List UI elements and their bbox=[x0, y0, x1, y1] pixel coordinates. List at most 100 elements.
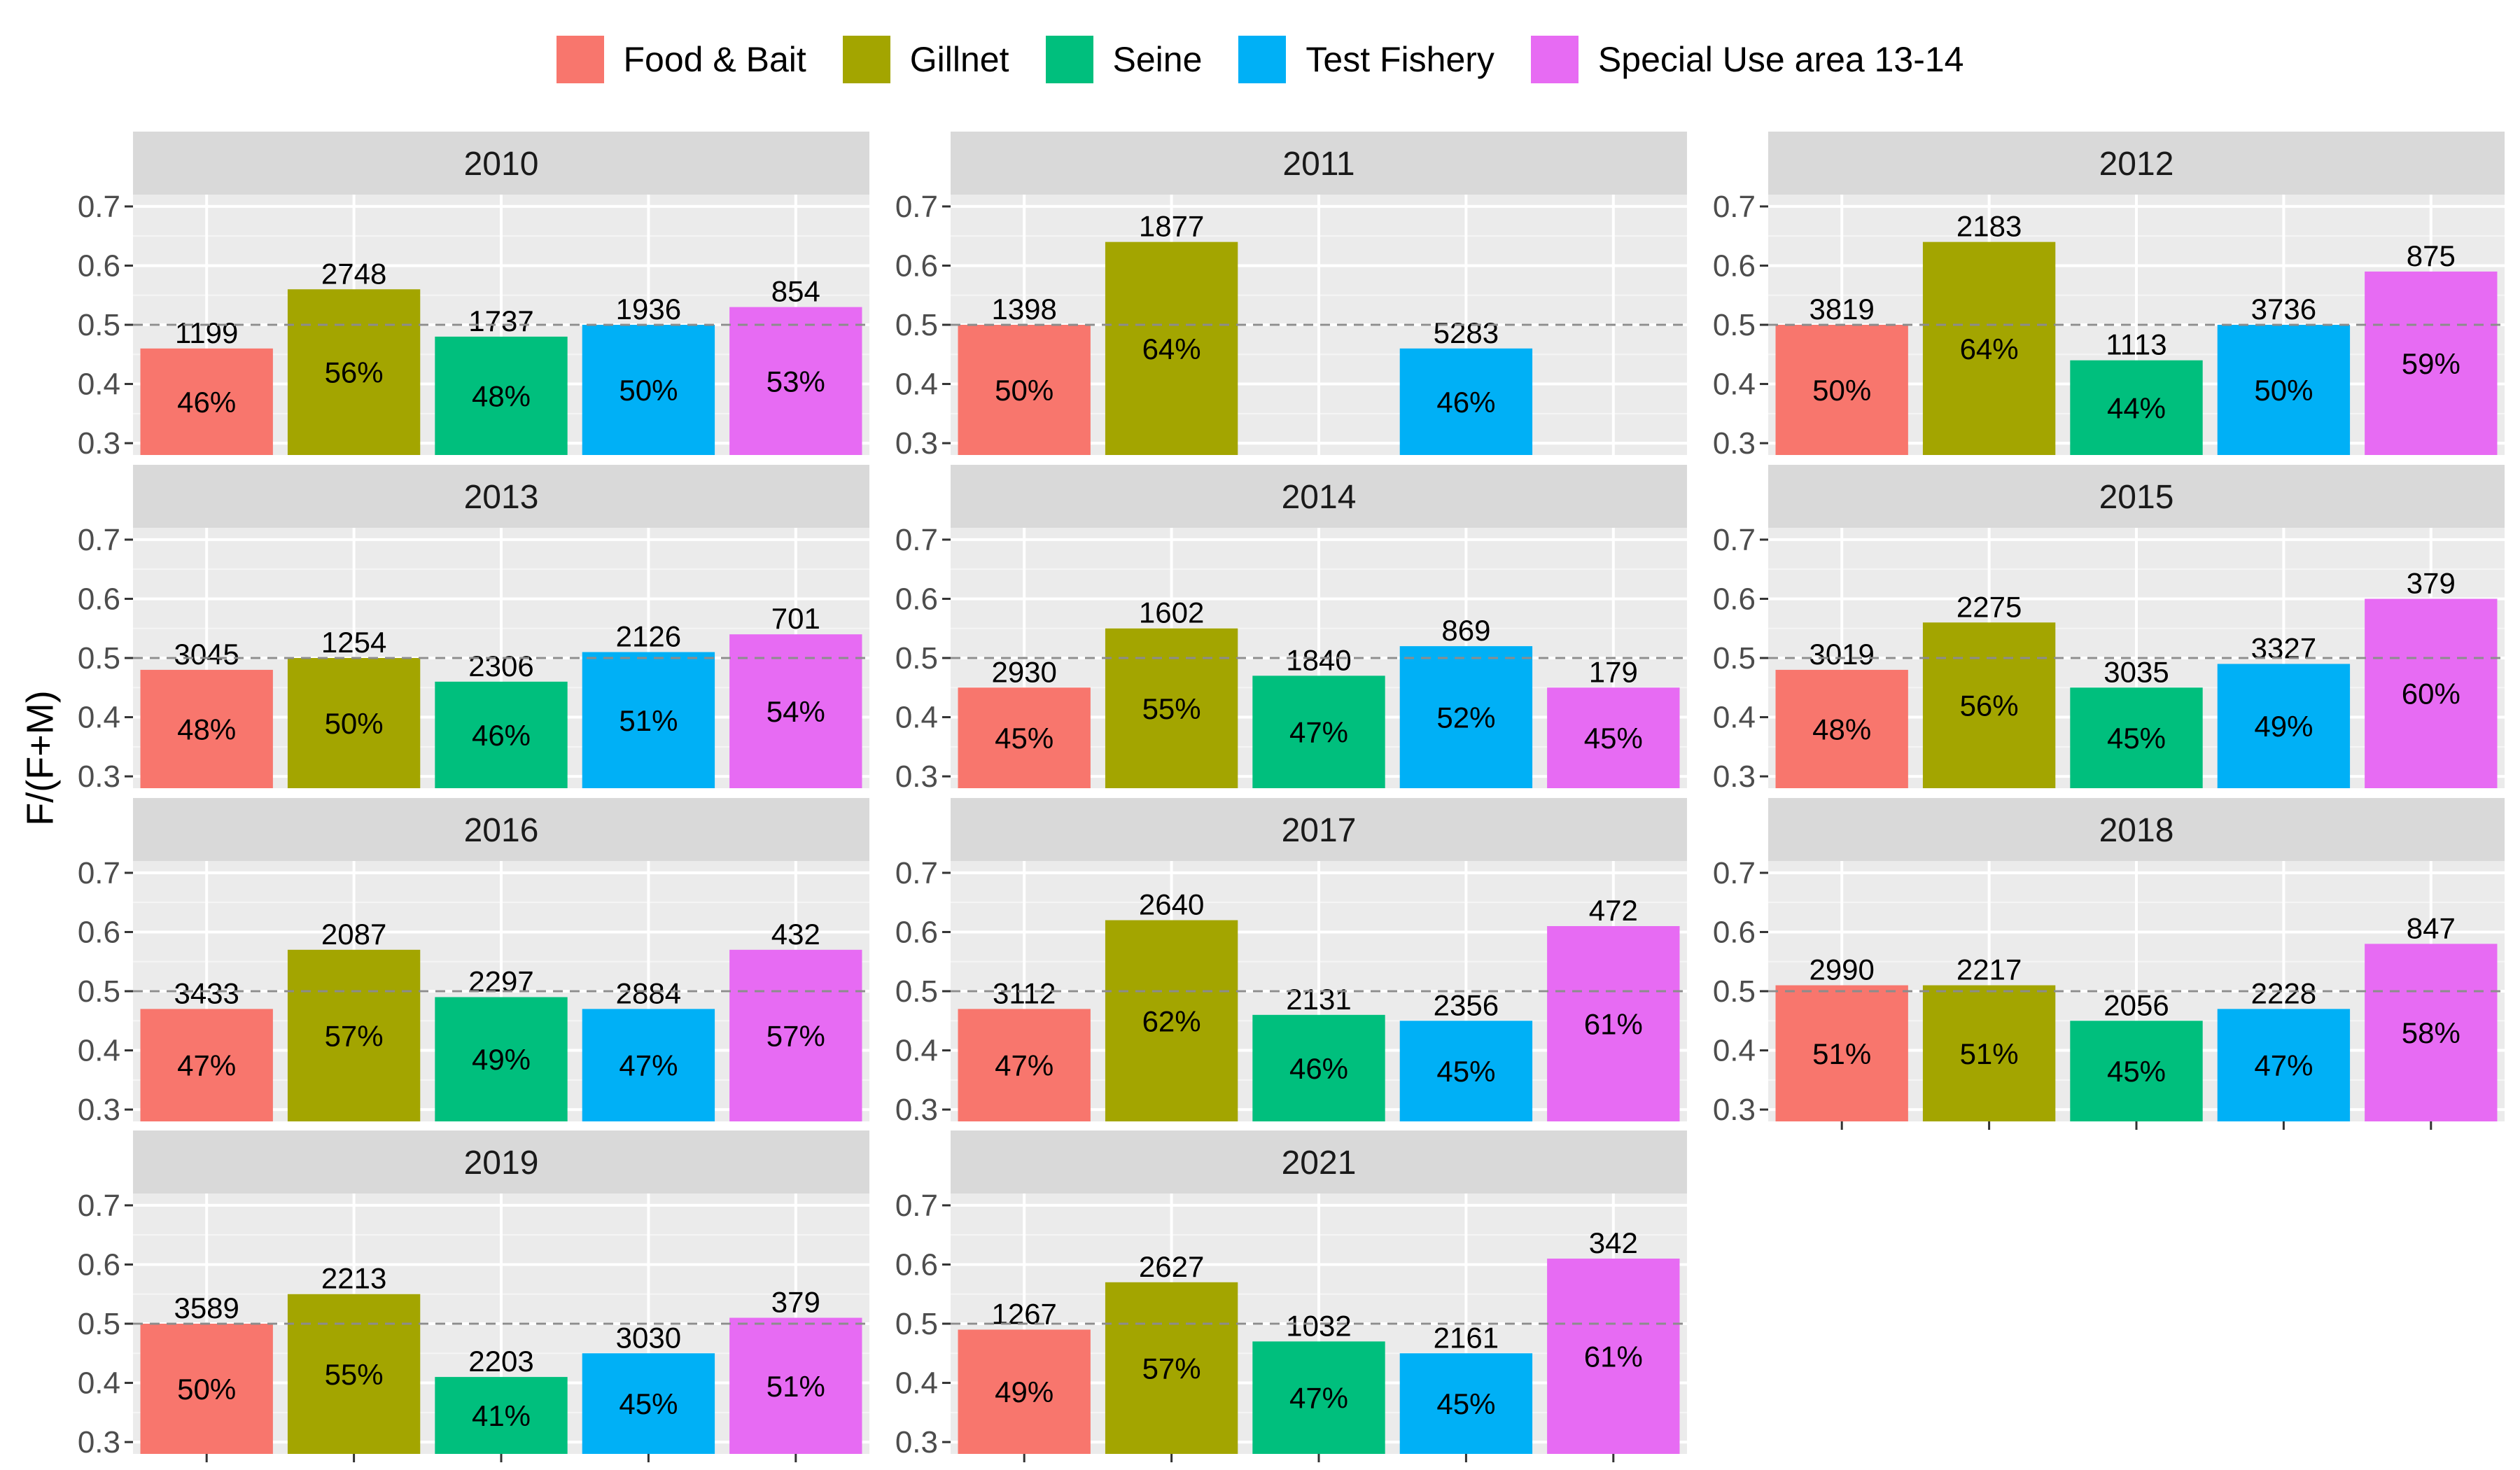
panel-2016-strip bbox=[133, 798, 869, 861]
panel-2021-pct-label-4: 61% bbox=[1584, 1340, 1643, 1373]
panel-2011-bar-1 bbox=[1105, 241, 1238, 455]
panel-2019-pct-label-1: 55% bbox=[325, 1358, 384, 1391]
panel-2018-pct-label-4: 58% bbox=[2402, 1016, 2460, 1049]
panel-2014-count-label-4: 179 bbox=[1589, 655, 1638, 688]
panel-2011-pct-label-1: 64% bbox=[1142, 332, 1201, 365]
panel-2010-bar-1 bbox=[287, 289, 421, 455]
panel-2015-y-tick-label: 0.6 bbox=[1713, 582, 1756, 616]
panel-2019-pct-label-0: 50% bbox=[177, 1373, 236, 1406]
panel-2010-strip bbox=[133, 132, 869, 195]
panel-2013-y-tick-label: 0.7 bbox=[78, 523, 120, 557]
legend-label-test-fishery: Test Fishery bbox=[1306, 40, 1494, 79]
panel-2016-pct-label-3: 47% bbox=[619, 1049, 678, 1082]
panel-2011-bar-3 bbox=[1399, 348, 1533, 455]
panel-2016-title: 2016 bbox=[464, 812, 539, 849]
panel-2021-bar-4 bbox=[1547, 1259, 1680, 1454]
panel-2017-title: 2017 bbox=[1282, 812, 1357, 849]
panel-2011-count-label-1: 1877 bbox=[1139, 210, 1204, 243]
panel-2018-count-label-0: 2990 bbox=[1809, 953, 1874, 986]
panel-2018-y-tick-label: 0.5 bbox=[1713, 974, 1756, 1009]
panel-2014-pct-label-2: 47% bbox=[1289, 716, 1348, 749]
panel-2016-pct-label-0: 47% bbox=[177, 1049, 236, 1082]
panel-2012-count-label-1: 2183 bbox=[1956, 210, 2022, 243]
panel-2021-y-tick-label: 0.7 bbox=[895, 1189, 938, 1223]
panel-2017-bar-2 bbox=[1252, 1014, 1385, 1121]
panel-2012-bar-1 bbox=[1922, 241, 2056, 455]
panel-2021-bar-2 bbox=[1252, 1341, 1385, 1454]
panel-2021-strip bbox=[951, 1130, 1687, 1194]
panel-2013-count-label-4: 701 bbox=[771, 602, 820, 635]
legend-item-food-bait: Food & Bait bbox=[556, 36, 806, 83]
panel-2010-y-tick-label: 0.5 bbox=[78, 308, 120, 342]
panel-2012-pct-label-2: 44% bbox=[2107, 391, 2166, 424]
panel-2014-title: 2014 bbox=[1282, 479, 1357, 516]
panel-2018-pct-label-2: 45% bbox=[2107, 1055, 2166, 1088]
panel-2021-bar-1 bbox=[1105, 1282, 1238, 1454]
panel-2021-pct-label-3: 45% bbox=[1436, 1387, 1495, 1420]
panel-2017-count-label-0: 3112 bbox=[993, 976, 1056, 1009]
panel-2014-count-label-2: 1840 bbox=[1286, 643, 1351, 676]
panel-2021-count-label-3: 2161 bbox=[1434, 1321, 1499, 1354]
panel-2010-bar-2 bbox=[435, 336, 568, 455]
panel-2012-y-tick-label: 0.4 bbox=[1713, 368, 1756, 402]
panel-2019-pct-label-3: 45% bbox=[619, 1387, 678, 1420]
panel-2018-title: 2018 bbox=[2099, 812, 2174, 849]
panel-2012-count-label-4: 875 bbox=[2407, 239, 2456, 272]
panel-2013-bar-0 bbox=[140, 669, 273, 788]
panel-2015-bar-1 bbox=[1922, 622, 2056, 788]
panel-2015-pct-label-2: 45% bbox=[2107, 722, 2166, 755]
legend-item-test-fishery: Test Fishery bbox=[1238, 36, 1494, 83]
panel-2018-bar-4 bbox=[2365, 944, 2498, 1121]
panel-2019-y-tick-label: 0.3 bbox=[78, 1425, 120, 1460]
panel-2015-count-label-2: 3035 bbox=[2104, 655, 2169, 688]
panel-2019-count-label-0: 3589 bbox=[174, 1292, 239, 1324]
legend-label-seine: Seine bbox=[1112, 40, 1203, 79]
panel-2011-y-tick-label: 0.6 bbox=[895, 248, 938, 283]
panel-2016-count-label-4: 432 bbox=[771, 918, 820, 951]
panel-2014-pct-label-1: 55% bbox=[1142, 692, 1201, 725]
panel-2012-y-tick-label: 0.3 bbox=[1713, 426, 1756, 461]
panel-2011-strip bbox=[951, 132, 1687, 195]
panel-2016-pct-label-2: 49% bbox=[472, 1043, 531, 1076]
panel-2019-strip bbox=[133, 1130, 869, 1194]
panel-2014-count-label-0: 2930 bbox=[991, 655, 1056, 688]
panel-2018-bar-3 bbox=[2217, 1009, 2351, 1121]
panel-2010-count-label-0: 1199 bbox=[175, 316, 238, 349]
panel-2018-y-tick-label: 0.4 bbox=[1713, 1034, 1756, 1068]
panel-2017-y-tick-label: 0.7 bbox=[895, 856, 938, 890]
panel-2015-title: 2015 bbox=[2099, 479, 2174, 516]
panel-2017-count-label-3: 2356 bbox=[1434, 988, 1499, 1021]
panel-2014-y-tick-label: 0.3 bbox=[895, 760, 938, 794]
panel-2010-title: 2010 bbox=[464, 146, 539, 183]
panel-2017-y-tick-label: 0.3 bbox=[895, 1093, 938, 1127]
panel-2019-bar-3 bbox=[582, 1353, 715, 1454]
panel-2010-bar-4 bbox=[729, 307, 862, 455]
panel-2012-bar-0 bbox=[1775, 325, 1908, 455]
panel-2017-y-tick-label: 0.5 bbox=[895, 974, 938, 1009]
panel-2018-count-label-2: 2056 bbox=[2104, 988, 2169, 1021]
panel-2015-pct-label-4: 60% bbox=[2402, 678, 2460, 710]
panel-2013-y-tick-label: 0.3 bbox=[78, 760, 120, 794]
panel-2016-count-label-3: 2884 bbox=[616, 976, 681, 1009]
panel-2015-count-label-4: 379 bbox=[2407, 566, 2456, 599]
panel-2010-y-tick-label: 0.3 bbox=[78, 426, 120, 461]
panel-2012-count-label-3: 3736 bbox=[2251, 293, 2316, 326]
panel-2010-pct-label-3: 50% bbox=[619, 374, 678, 407]
panel-2021-count-label-2: 1032 bbox=[1286, 1309, 1351, 1342]
panel-2016-y-tick-label: 0.4 bbox=[78, 1034, 120, 1068]
panel-2013-count-label-3: 2126 bbox=[616, 620, 681, 653]
panel-2016-y-tick-label: 0.6 bbox=[78, 915, 120, 949]
panel-2021-y-tick-label: 0.4 bbox=[895, 1366, 938, 1401]
panel-2019-bar-1 bbox=[287, 1294, 421, 1454]
panel-2010-pct-label-4: 53% bbox=[766, 365, 825, 398]
panel-2011-y-tick-label: 0.7 bbox=[895, 190, 938, 224]
panel-2016-bar-0 bbox=[140, 1009, 273, 1121]
panel-2010-count-label-2: 1737 bbox=[468, 304, 533, 337]
panel-2015-count-label-0: 3019 bbox=[1809, 638, 1874, 671]
panel-2021-bar-3 bbox=[1399, 1353, 1533, 1454]
panel-2013-pct-label-1: 50% bbox=[325, 707, 384, 740]
panel-2015-y-tick-label: 0.4 bbox=[1713, 701, 1756, 735]
panel-2010-pct-label-2: 48% bbox=[472, 379, 531, 412]
panel-2016-count-label-2: 2297 bbox=[468, 965, 533, 997]
